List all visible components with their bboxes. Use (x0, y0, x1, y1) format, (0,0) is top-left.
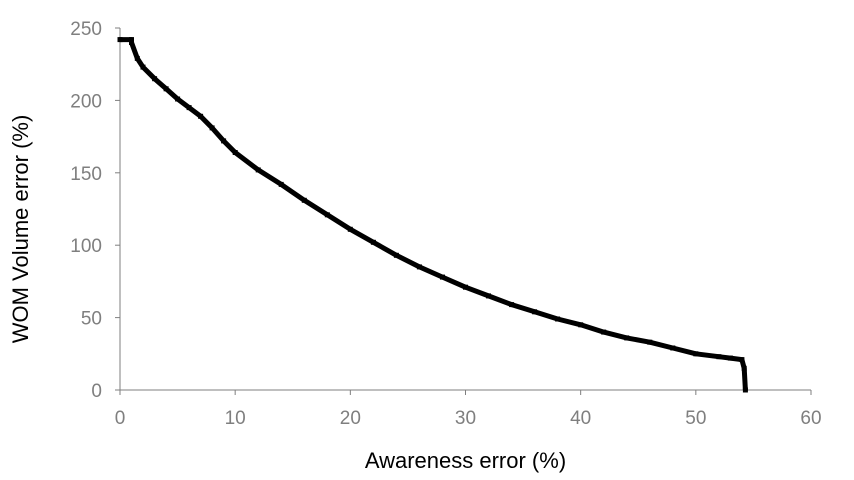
data-point (393, 252, 399, 258)
ticks: 0 10 20 30 40 50 60 0 50 100 150 200 250 (70, 19, 821, 429)
data-point (555, 316, 561, 322)
data-point (175, 96, 181, 102)
x-tick-label: 60 (800, 408, 821, 429)
y-tick-label: 250 (70, 19, 102, 40)
y-tick-label: 150 (70, 164, 102, 185)
y-axis-title: WOM Volume error (%) (8, 115, 33, 344)
y-tick-label: 0 (91, 381, 102, 402)
x-tick-label: 40 (570, 408, 591, 429)
data-point (134, 55, 140, 61)
data-point (532, 309, 538, 315)
data-point (416, 264, 422, 270)
data-point (347, 226, 353, 232)
x-tick-label: 10 (225, 408, 246, 429)
x-axis-title: Awareness error (%) (365, 448, 566, 473)
data-point (578, 322, 584, 328)
x-tick-label: 0 (115, 408, 126, 429)
data-point (255, 167, 261, 173)
data-point (647, 339, 653, 345)
data-point (486, 293, 491, 299)
x-tick-label: 50 (685, 408, 706, 429)
data-point (186, 105, 192, 111)
series-layer (117, 37, 748, 393)
data-point (152, 76, 158, 82)
data-point (440, 274, 445, 280)
data-point (670, 345, 676, 351)
data-point (129, 40, 134, 45)
data-point (140, 64, 146, 70)
data-point (278, 181, 284, 187)
y-tick-label: 100 (70, 236, 102, 257)
data-point (716, 354, 722, 360)
data-point (324, 212, 330, 218)
data-point (198, 113, 204, 119)
data-point (463, 284, 468, 290)
x-tick-label: 20 (340, 408, 361, 429)
data-point (742, 387, 748, 393)
data-point (129, 37, 134, 43)
data-point (624, 335, 630, 341)
y-tick-label: 50 (81, 309, 102, 330)
data-point (117, 37, 123, 43)
series-line (117, 37, 748, 393)
data-point (509, 302, 515, 308)
data-point (727, 355, 733, 361)
data-point (693, 351, 699, 357)
x-tick-label: 30 (455, 408, 476, 429)
data-point (221, 138, 227, 144)
data-point (163, 86, 169, 92)
data-point (370, 239, 376, 245)
data-point (232, 150, 238, 155)
y-tick-label: 200 (70, 91, 102, 112)
axes (119, 28, 811, 391)
data-point (601, 329, 607, 335)
data-point (741, 365, 747, 371)
data-point (301, 197, 307, 203)
data-point (209, 125, 215, 131)
data-point (739, 357, 745, 363)
